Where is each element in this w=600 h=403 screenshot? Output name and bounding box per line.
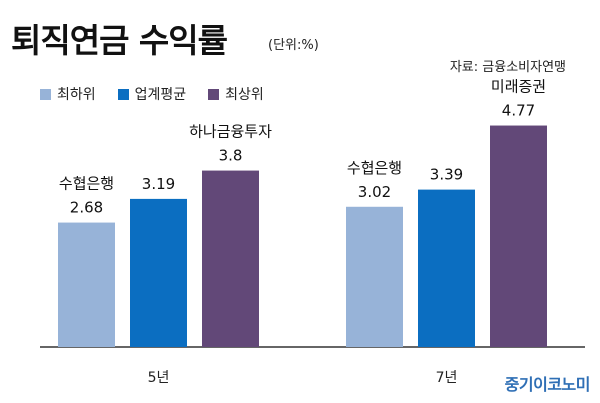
legend-item-average: 업계평균 [117,84,187,104]
legend-swatch-lowest [40,88,51,100]
legend: 최하위 업계평균 최상위 [40,84,286,104]
legend-swatch-average [117,88,129,100]
legend-label-average: 업계평균 [134,87,187,103]
bar-highest-0 [202,170,259,347]
unit-label: (단위:%) [268,38,319,53]
brand-logo: 중기이코노미 [504,375,591,394]
legend-item-lowest: 최하위 [40,84,96,104]
category-label-0: 5년 [148,370,170,386]
data-label-average-0: 3.19 [142,175,175,193]
data-label-average-1: 3.39 [430,166,463,184]
legend-label-highest: 최상위 [225,87,264,103]
category-label-1: 7년 [436,370,458,386]
legend-label-lowest: 최하위 [57,87,96,103]
bar-highest-1 [490,125,547,348]
bar-lowest-0 [58,222,115,347]
bar-average-0 [130,198,187,347]
legend-item-highest: 최상위 [208,84,264,104]
chart-title: 퇴직연금 수익률 [11,21,228,60]
annotation-highest-1: 미래증권 [491,78,546,96]
data-label-highest-1: 4.77 [502,102,535,120]
annotation-lowest-0: 수협은행 [59,175,114,193]
data-label-highest-0: 3.8 [219,147,243,165]
annotation-highest-0: 하나금융투자 [189,123,272,141]
data-label-lowest-1: 3.02 [358,183,391,201]
bar-lowest-1 [346,206,403,347]
bar-average-1 [418,189,475,347]
source-label: 자료: 금융소비자연맹 [449,60,566,75]
data-label-lowest-0: 2.68 [70,199,103,217]
annotation-lowest-1: 수협은행 [347,159,402,177]
legend-swatch-highest [208,88,220,100]
